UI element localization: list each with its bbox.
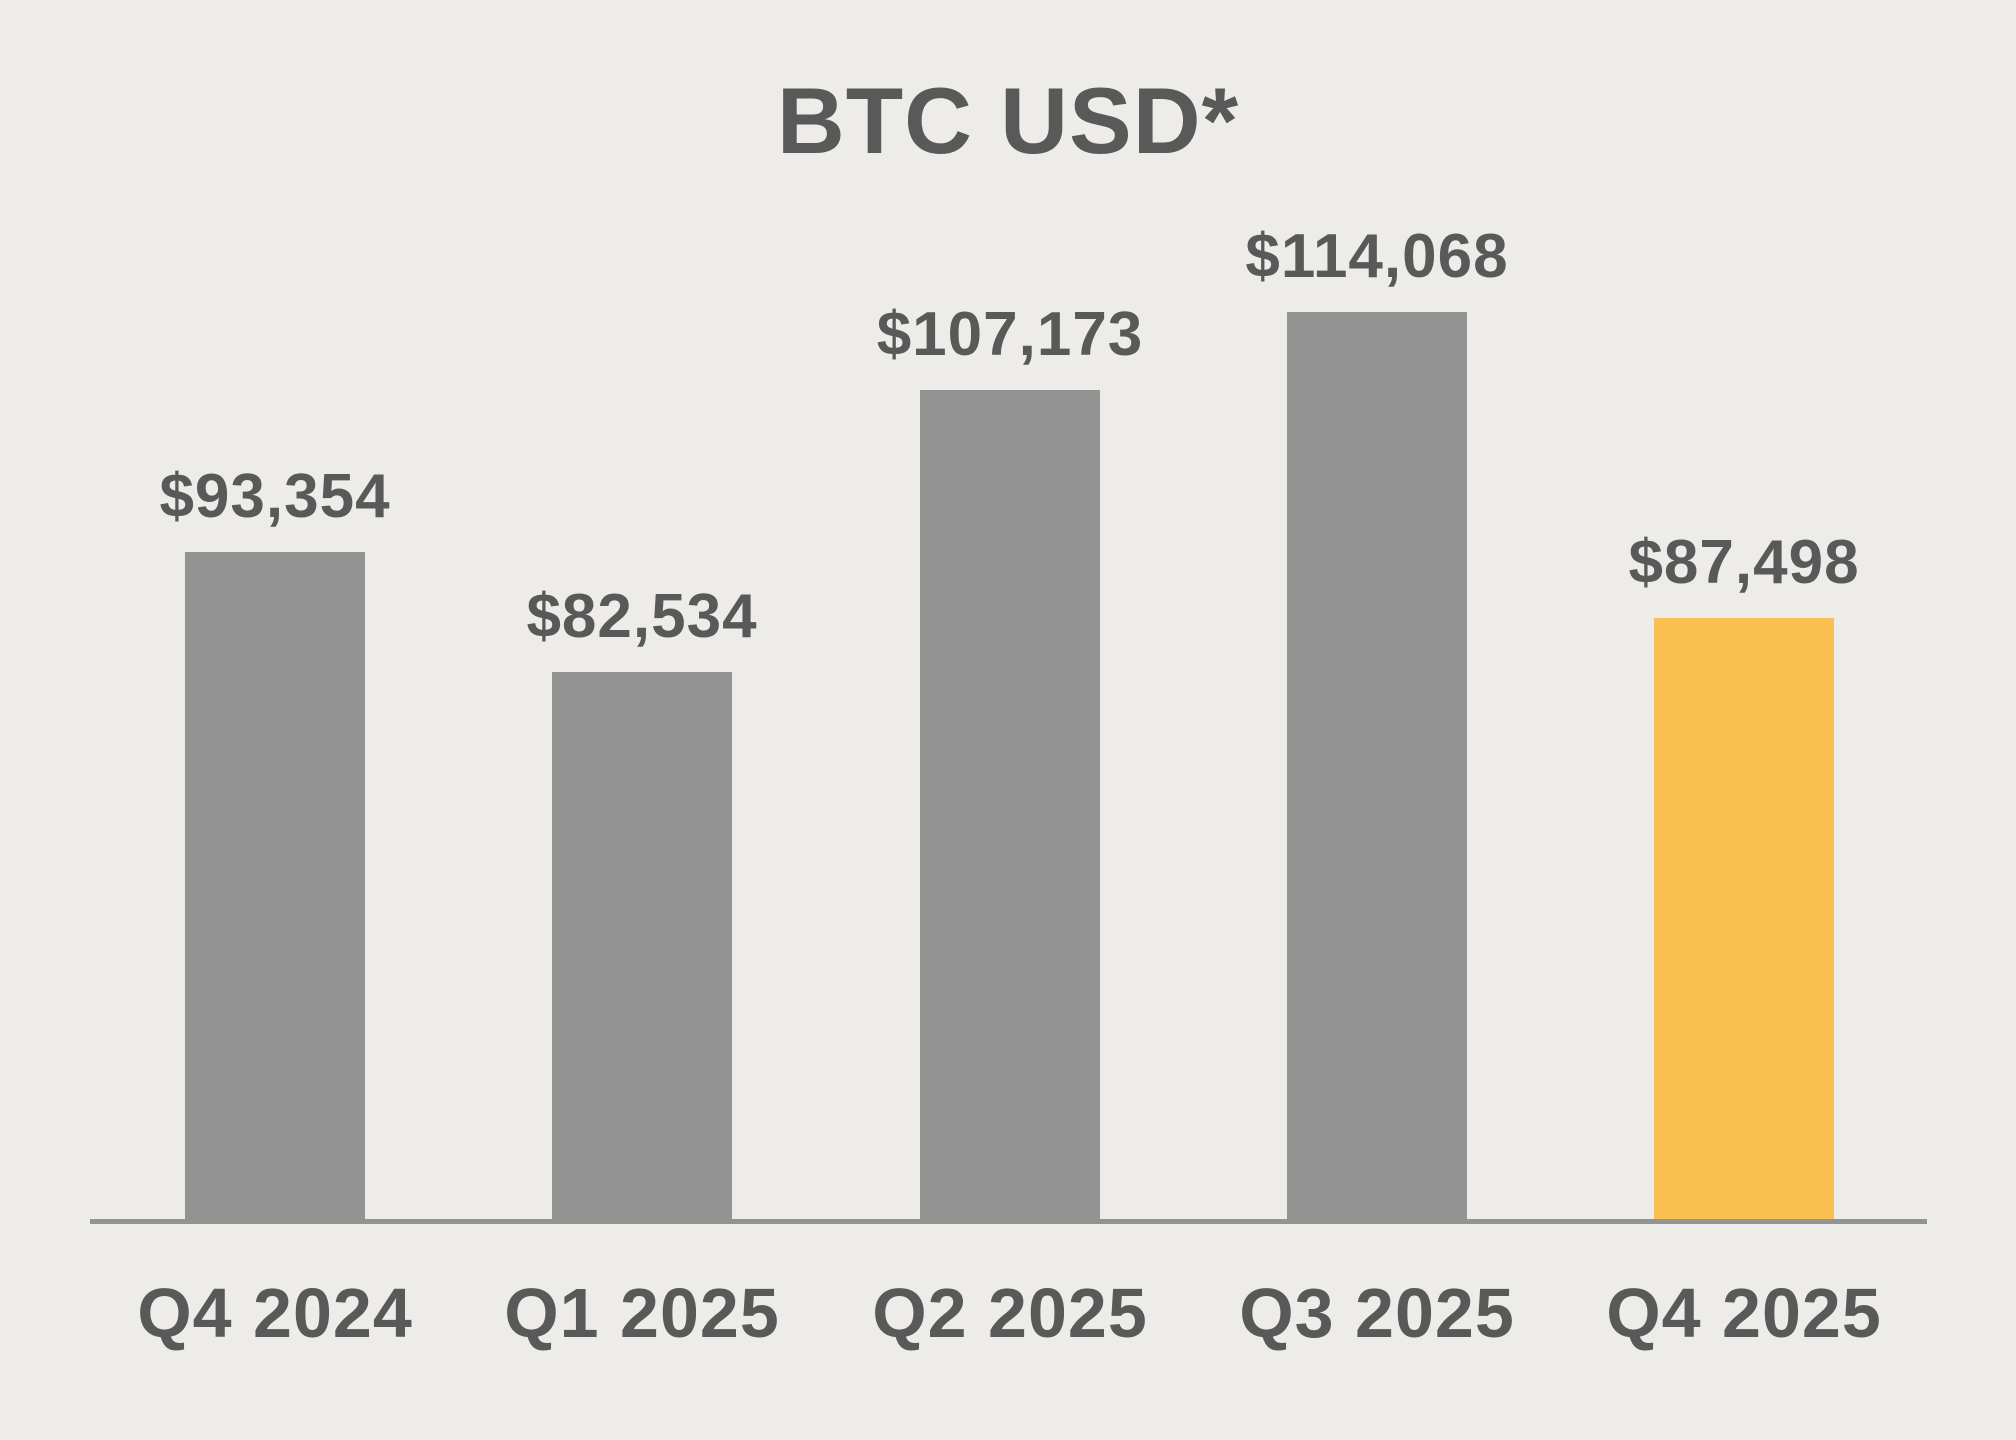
bar-q1-2025 (552, 672, 732, 1219)
chart-title: BTC USD* (776, 68, 1240, 173)
x-axis-line (90, 1219, 1927, 1224)
value-label: $87,498 (1628, 528, 1860, 597)
category-label: Q3 2025 (1239, 1274, 1515, 1352)
bar-q2-2025 (920, 390, 1100, 1219)
bar-q4-2024 (185, 552, 365, 1219)
category-label: Q4 2025 (1606, 1274, 1882, 1352)
value-label: $93,354 (159, 462, 391, 531)
category-label: Q4 2024 (137, 1274, 413, 1352)
bar-q3-2025 (1287, 312, 1467, 1219)
category-label: Q1 2025 (504, 1274, 780, 1352)
value-label: $82,534 (526, 582, 758, 651)
value-label: $114,068 (1245, 222, 1509, 291)
category-label: Q2 2025 (872, 1274, 1148, 1352)
bar-q4-2025-highlight (1654, 618, 1834, 1219)
value-label: $107,173 (876, 300, 1144, 369)
